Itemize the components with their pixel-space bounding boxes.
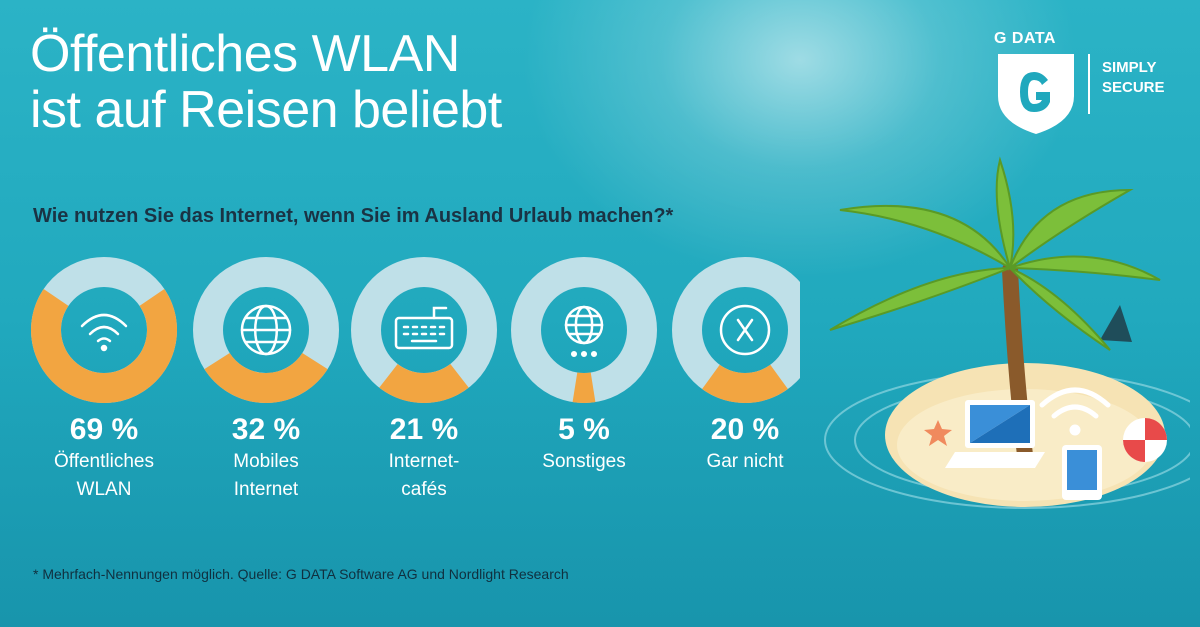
island-illustration xyxy=(824,156,1190,509)
stat-label-line-2: Internet xyxy=(233,479,299,500)
stat-label-line-1: Gar nicht xyxy=(706,451,784,472)
logo-tag-line-2: SECURE xyxy=(1102,79,1165,96)
tablet-icon xyxy=(1062,445,1102,500)
stat-label-line-1: Sonstiges xyxy=(542,451,626,472)
logo-brand-text: G DATA xyxy=(994,30,1056,47)
starfish-icon xyxy=(924,420,952,446)
stat-value: 21 % xyxy=(389,413,459,446)
shield-logo-icon xyxy=(998,54,1074,134)
wifi-signal-icon xyxy=(1039,387,1111,436)
keyboard-icon xyxy=(394,306,454,350)
ring-value-arc xyxy=(572,372,596,403)
stat-2: 21 % Internet- cafés xyxy=(349,412,499,504)
stat-value: 69 % xyxy=(69,413,139,446)
rings-chart xyxy=(31,257,800,403)
stat-label-line-2: cafés xyxy=(401,479,447,500)
stat-value: 32 % xyxy=(231,413,301,446)
ring-value-arc xyxy=(204,352,328,403)
laptop-icon xyxy=(945,400,1045,468)
stat-3: 5 % Sonstiges xyxy=(509,412,659,476)
title-line-2: ist auf Reisen beliebt xyxy=(30,81,502,139)
stat-1: 32 % Mobiles Internet xyxy=(191,412,341,504)
stat-label-line-1: Öffentliches xyxy=(54,451,154,472)
page-title: Öffentliches WLAN ist auf Reisen beliebt xyxy=(30,26,502,138)
ring-value-arc xyxy=(31,288,177,403)
logo-divider xyxy=(1088,54,1090,114)
stat-label-line-1: Internet- xyxy=(388,451,460,472)
survey-question: Wie nutzen Sie das Internet, wenn Sie im… xyxy=(33,205,674,227)
stat-value: 5 % xyxy=(558,413,610,446)
title-line-1: Öffentliches WLAN xyxy=(30,25,460,83)
wifi-icon xyxy=(80,313,128,352)
stat-label-line-2: WLAN xyxy=(76,479,132,500)
stat-4: 20 % Gar nicht xyxy=(670,412,820,476)
palm-leaves xyxy=(829,156,1161,351)
ring-track xyxy=(351,257,497,403)
stat-value: 20 % xyxy=(710,413,780,446)
stat-0: 69 % Öffentliches WLAN xyxy=(29,412,179,504)
source-footnote: * Mehrfach-Nennungen möglich. Quelle: G … xyxy=(33,566,569,582)
x-circle-icon xyxy=(719,304,771,356)
globe-icon xyxy=(240,304,292,356)
ring-track xyxy=(511,257,657,403)
ring-value-arc xyxy=(379,363,469,403)
beach-ball-icon xyxy=(1123,418,1167,462)
shark-fin-icon xyxy=(1100,305,1132,342)
globe-dots-icon xyxy=(564,305,604,358)
logo-tagline: SIMPLY SECURE xyxy=(1102,58,1165,98)
stat-label-line-1: Mobiles xyxy=(233,451,299,472)
ring-value-arc xyxy=(702,364,788,403)
gdata-logo: G DATA SIMPLY SECURE xyxy=(990,30,1180,140)
logo-tag-line-1: SIMPLY xyxy=(1102,59,1157,76)
